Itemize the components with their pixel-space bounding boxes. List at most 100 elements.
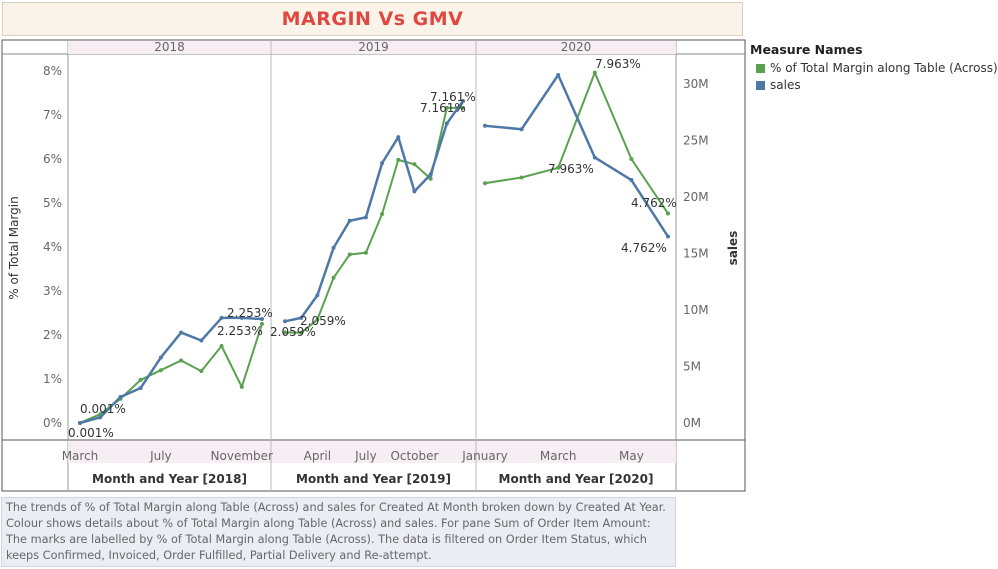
y-left-tick-label: 5% [43, 196, 62, 210]
series-point-margin [331, 275, 336, 280]
series-point-sales [239, 315, 244, 320]
data-label: 7.161% [420, 101, 466, 115]
series-point-margin [283, 330, 287, 335]
series-point-margin [380, 212, 385, 216]
series-point-sales [299, 315, 304, 320]
x-axis-title: Month and Year [2019] [296, 472, 451, 486]
series-point-margin [483, 181, 487, 186]
x-tick-label: March [62, 449, 99, 463]
series-point-margin [592, 70, 597, 75]
legend-item-margin[interactable]: % of Total Margin along Table (Across) [750, 61, 998, 75]
y-right-tick-label: 20M [683, 190, 709, 204]
pane-header-year: 2018 [154, 40, 185, 54]
series-line-margin [284, 106, 463, 334]
series-point-sales [138, 385, 143, 390]
series-point-margin [138, 377, 143, 382]
x-tick-label: March [540, 449, 577, 463]
series-point-margin [412, 162, 417, 167]
series-point-sales [444, 121, 449, 126]
series-line-sales [484, 73, 670, 238]
chart-frame [1, 39, 746, 492]
legend-swatch-margin [756, 63, 765, 73]
data-label: 2.253% [227, 306, 273, 320]
data-label: 0.001% [68, 426, 114, 440]
x-tick-label: July [149, 449, 172, 463]
series-point-margin [315, 317, 320, 322]
series-point-sales [283, 319, 287, 324]
legend-label-margin: % of Total Margin along Table (Across) [770, 61, 998, 75]
series-point-margin [239, 384, 244, 389]
y-right-tick-label: 25M [683, 134, 709, 148]
x-tick-label: November [211, 449, 273, 463]
y-right-tick-label: 5M [683, 360, 701, 374]
series-point-sales [483, 123, 487, 128]
y-left-tick-label: 1% [43, 372, 62, 386]
series-point-margin [363, 250, 368, 255]
series-point-sales [412, 189, 417, 194]
series-point-sales [380, 161, 385, 166]
series-point-sales [315, 293, 320, 298]
y-left-tick-label: 3% [43, 284, 62, 298]
series-point-sales [331, 245, 336, 250]
x-axis-title: Month and Year [2020] [499, 472, 654, 486]
legend: Measure Names % of Total Margin along Ta… [750, 42, 998, 95]
x-tick-label: April [304, 449, 331, 463]
data-label: 4.762% [631, 196, 677, 210]
series-point-sales [219, 315, 224, 320]
x-tick-label: July [354, 449, 377, 463]
y-left-tick-label: 6% [43, 152, 62, 166]
legend-title: Measure Names [750, 42, 863, 57]
legend-label-sales: sales [770, 78, 801, 92]
series-point-sales [461, 98, 465, 103]
y-left-tick-label: 7% [43, 108, 62, 122]
series-point-margin [260, 321, 264, 326]
data-label: 7.963% [548, 162, 594, 176]
series-point-sales [428, 172, 433, 177]
y-left-tick-label: 2% [43, 328, 62, 342]
chart-title-box: MARGIN Vs GMV [2, 2, 743, 36]
y-right-tick-label: 15M [683, 247, 709, 261]
tick-bg [68, 441, 676, 463]
header-bg [68, 41, 676, 54]
series-point-sales [199, 338, 204, 343]
data-label: 2.059% [300, 314, 346, 328]
y-left-tick-label: 8% [43, 64, 62, 78]
series-point-margin [347, 252, 352, 257]
pane-header-year: 2020 [561, 40, 592, 54]
series-point-sales [179, 330, 184, 335]
y-right-tick-label: 30M [683, 77, 709, 91]
series-point-margin [158, 368, 163, 373]
series-point-margin [666, 211, 670, 216]
series-point-margin [519, 175, 524, 180]
y-right-tick-label: 10M [683, 303, 709, 317]
legend-swatch-sales [756, 80, 765, 90]
chart-title: MARGIN Vs GMV [281, 8, 464, 30]
data-label: 2.059% [270, 325, 316, 339]
series-point-sales [556, 72, 561, 77]
series-line-margin [484, 71, 669, 215]
series-line-sales [284, 100, 465, 323]
y-left-axis-title: % of Total Margin [7, 196, 21, 299]
data-label: 7.161% [430, 90, 476, 104]
x-tick-label: May [619, 449, 644, 463]
caption: The trends of % of Total Margin along Ta… [1, 497, 676, 567]
series-point-margin [629, 157, 634, 161]
series-point-sales [592, 155, 597, 160]
series-point-margin [461, 105, 465, 110]
series-point-margin [219, 344, 224, 348]
data-label: 4.762% [621, 241, 667, 255]
data-label: 2.253% [217, 324, 263, 338]
series-line-sales [79, 316, 263, 425]
legend-item-sales[interactable]: sales [750, 78, 998, 92]
y-left-tick-label: 0% [43, 416, 62, 430]
series-point-margin [428, 176, 433, 181]
series-point-sales [629, 178, 634, 183]
y-right-axis-title: sales [726, 231, 740, 266]
x-tick-label: January [461, 449, 508, 463]
series-point-sales [158, 355, 163, 360]
series-point-margin [299, 330, 304, 335]
series-point-margin [556, 165, 561, 170]
series-point-sales [363, 215, 368, 220]
series-point-sales [78, 421, 82, 425]
